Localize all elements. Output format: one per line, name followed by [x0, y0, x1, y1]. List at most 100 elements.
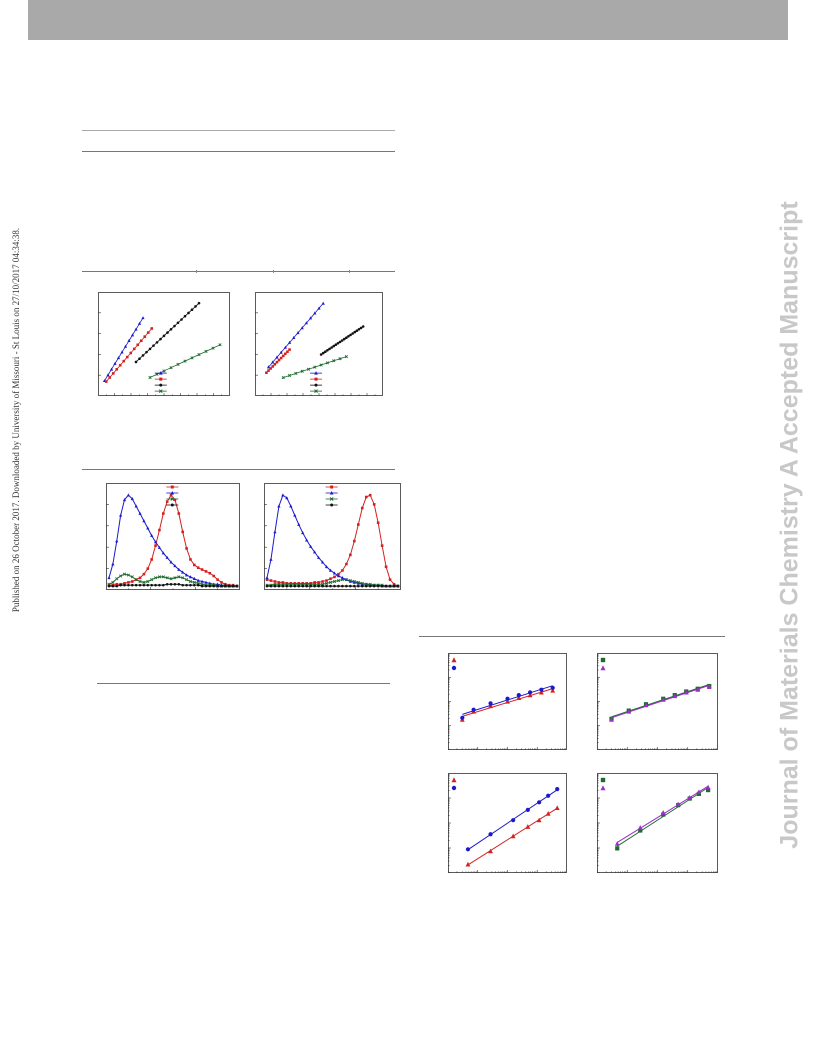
axis-ticks	[264, 504, 379, 590]
data-point	[324, 350, 327, 353]
data-point	[134, 583, 138, 587]
data-point	[296, 331, 300, 335]
data-point	[129, 351, 133, 355]
data-point	[269, 367, 272, 370]
data-point	[181, 570, 185, 574]
data-point	[313, 311, 317, 315]
data-point	[286, 350, 289, 353]
data-point	[111, 584, 115, 588]
legend-marker	[170, 485, 174, 489]
fit-line	[611, 684, 710, 718]
data-point	[525, 824, 531, 829]
data-point	[204, 584, 208, 588]
data-point	[269, 557, 273, 561]
data-point	[345, 584, 348, 588]
legend-marker	[600, 785, 606, 791]
legend-marker	[159, 383, 163, 387]
data-point	[505, 696, 510, 701]
data-point	[525, 807, 530, 812]
data-point	[308, 316, 313, 320]
legend-marker	[314, 389, 318, 393]
data-point	[196, 578, 200, 582]
data-point	[193, 583, 196, 587]
data-point	[271, 365, 275, 368]
chart-svg	[264, 483, 401, 590]
data-point	[368, 584, 372, 588]
chart-legend	[600, 657, 606, 671]
chart-legend	[166, 485, 179, 507]
data-point	[301, 582, 305, 586]
data-point	[471, 707, 476, 712]
data-point	[313, 365, 317, 369]
data-point	[637, 825, 643, 830]
data-point	[336, 578, 341, 583]
data-point	[313, 581, 316, 584]
data-point	[706, 788, 711, 793]
data-point	[196, 583, 200, 587]
data-point	[376, 584, 380, 588]
data-point	[200, 584, 204, 588]
data-point	[169, 493, 173, 497]
chart-fig-c-bottom-right	[596, 773, 718, 874]
series-red	[459, 687, 556, 722]
axis-ticks	[447, 653, 566, 751]
legend-marker	[158, 389, 163, 393]
data-point	[505, 698, 510, 704]
data-point	[127, 338, 131, 343]
data-point	[142, 572, 146, 576]
data-point	[281, 582, 285, 586]
series-green	[148, 343, 222, 380]
data-point	[275, 360, 279, 364]
data-point	[660, 810, 666, 815]
legend-marker	[170, 497, 175, 501]
data-point	[614, 841, 620, 846]
data-point	[348, 579, 352, 583]
data-point	[123, 582, 126, 585]
data-point	[104, 380, 108, 383]
data-point	[364, 582, 368, 586]
data-point	[161, 551, 165, 555]
series-blue	[460, 685, 555, 720]
data-point	[297, 582, 301, 586]
data-point	[516, 693, 521, 698]
data-point	[333, 575, 336, 579]
data-point	[169, 328, 173, 331]
data-point	[672, 693, 678, 699]
data-point	[123, 344, 128, 348]
chart-fig-b-right	[264, 483, 401, 590]
data-point	[352, 579, 356, 584]
data-point	[305, 582, 308, 585]
data-point	[357, 523, 360, 526]
data-point	[317, 584, 320, 588]
data-point	[319, 363, 323, 367]
data-point	[337, 572, 340, 576]
series-curve	[266, 494, 398, 587]
table-bottom-rule	[82, 271, 395, 272]
data-point	[111, 580, 115, 585]
data-point	[113, 361, 117, 365]
data-point	[388, 584, 392, 588]
series-purple	[609, 684, 712, 722]
data-point	[146, 526, 150, 530]
fit-line	[611, 684, 710, 719]
data-point	[289, 582, 293, 586]
data-point	[125, 355, 129, 359]
data-point	[161, 575, 165, 579]
data-point	[108, 376, 112, 379]
data-point	[192, 576, 196, 581]
data-point	[173, 324, 176, 328]
data-point	[336, 342, 340, 345]
series-blue	[266, 301, 325, 369]
legend-marker	[600, 665, 606, 671]
data-point	[187, 311, 190, 315]
data-point	[333, 584, 336, 588]
data-point	[332, 359, 336, 363]
data-point	[265, 371, 268, 374]
data-point	[325, 361, 330, 365]
data-point	[309, 582, 313, 586]
data-point	[345, 562, 348, 566]
data-point	[300, 326, 304, 330]
data-point	[615, 846, 620, 851]
data-point	[116, 356, 121, 360]
data-point	[192, 580, 196, 585]
